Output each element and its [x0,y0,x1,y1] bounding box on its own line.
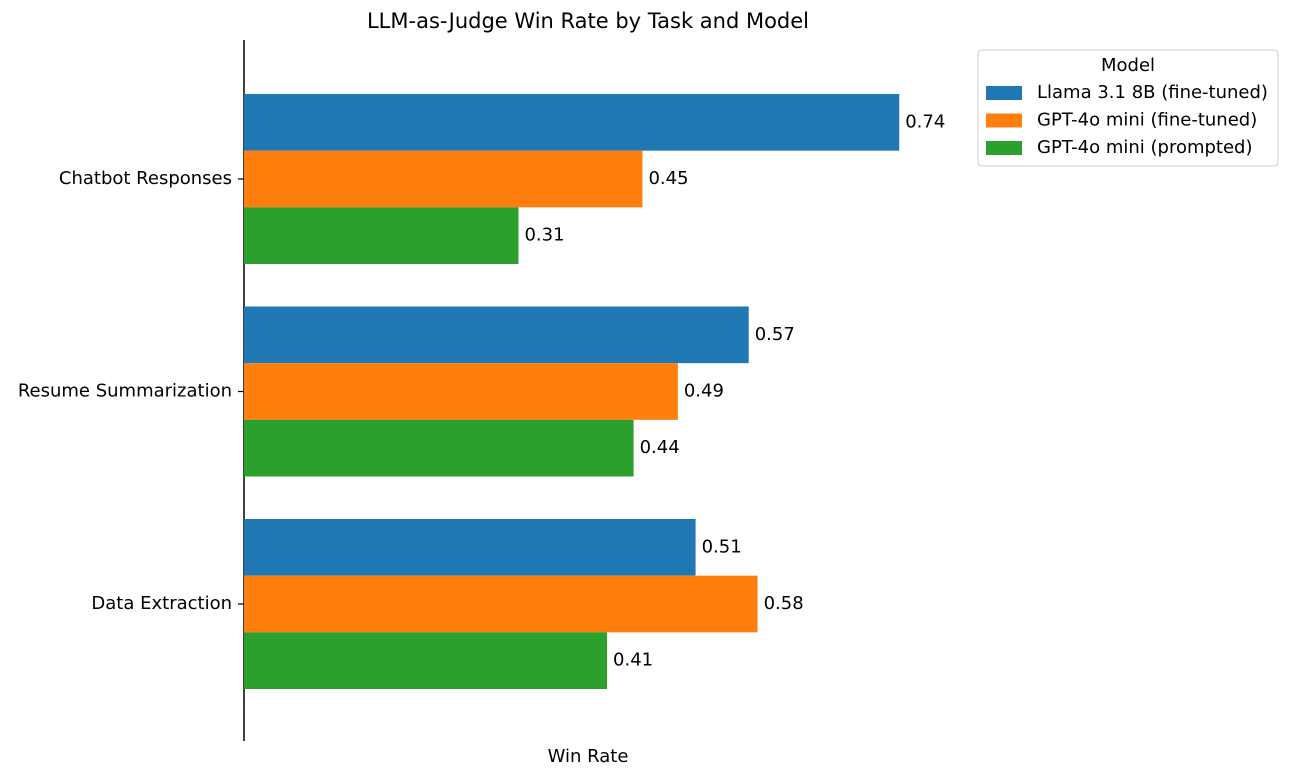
value-label: 0.31 [524,225,564,246]
legend-label: GPT-4o mini (prompted) [1037,137,1253,158]
bar [244,419,634,477]
value-label: 0.58 [764,593,804,614]
value-label: 0.45 [648,168,688,189]
legend-label: Llama 3.1 8B (fine-tuned) [1037,82,1268,103]
value-label: 0.49 [684,381,724,402]
legend-title: Model [1101,55,1155,76]
bar [244,575,758,633]
y-tick-label: Data Extraction [91,593,232,614]
legend-swatch [986,113,1022,128]
bar [244,207,519,264]
legend-swatch [986,141,1022,155]
chart-title: LLM-as-Judge Win Rate by Task and Model [367,9,809,33]
legend-label: GPT-4o mini (fine-tuned) [1037,110,1257,131]
bar [244,94,900,151]
bar [244,632,608,689]
bar [244,519,696,576]
legend-swatch [986,86,1022,100]
value-label: 0.41 [613,650,653,671]
x-axis-label: Win Rate [548,746,629,767]
value-label: 0.51 [702,536,742,557]
bar [244,306,749,364]
bar [244,150,643,208]
value-label: 0.44 [640,437,680,458]
y-tick-label: Chatbot Responses [59,168,232,189]
legend-box [977,49,1279,167]
y-tick-label: Resume Summarization [18,381,232,402]
bar [244,363,678,420]
value-label: 0.74 [905,111,945,132]
value-label: 0.57 [755,324,795,345]
